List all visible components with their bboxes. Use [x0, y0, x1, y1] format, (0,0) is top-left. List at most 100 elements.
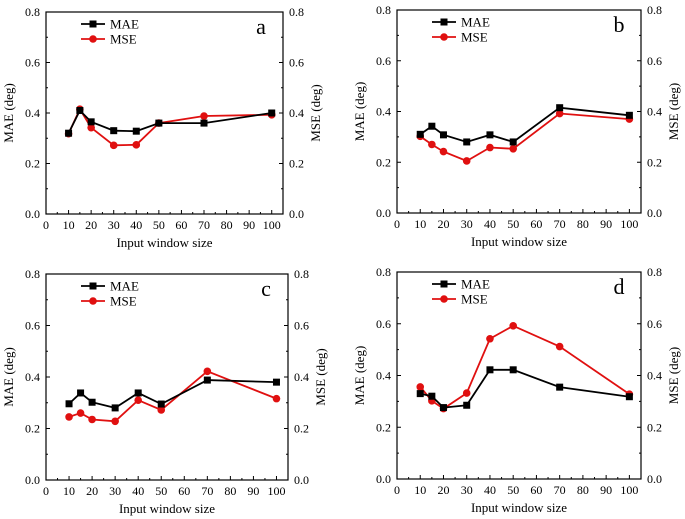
legend-label: MSE — [110, 294, 137, 309]
chart-panel-d: 0 10 20 30 40 50 60 70 80 90 100 0.0 0.0 0.2 0.2 0.4 0.4… — [352, 265, 681, 515]
data-point-mae — [155, 119, 163, 127]
data-point-mse — [76, 409, 85, 417]
series-line-mae — [419, 106, 630, 143]
data-point-mae — [439, 131, 447, 139]
y-tick-label-left: 0.2 — [376, 420, 391, 434]
y-tick-label-right: 0.8 — [294, 267, 309, 281]
x-tick-label: 40 — [484, 217, 496, 231]
x-tick-label: 100 — [620, 217, 638, 231]
legend-entry-mse: MSE — [432, 30, 488, 45]
legend-marker — [440, 280, 448, 288]
panel-letter: d — [614, 274, 625, 299]
x-tick-label: 10 — [414, 217, 426, 231]
x-tick-label: 10 — [63, 218, 75, 232]
y-tick-label-right: 0.0 — [647, 472, 662, 486]
plot-frame — [396, 271, 642, 480]
x-tick-label: 80 — [577, 217, 589, 231]
x-tick-label: 70 — [198, 218, 210, 232]
x-tick-label: 90 — [243, 218, 255, 232]
legend-entry-mae: MAE — [432, 15, 490, 30]
data-point-mae — [77, 389, 85, 397]
y-tick-label-left: 0.6 — [376, 54, 391, 68]
x-axis-title: Input window size — [116, 235, 212, 250]
data-point-mae — [65, 129, 73, 137]
y-tick-label-left: 0.2 — [25, 422, 40, 436]
x-tick-label: 20 — [437, 483, 449, 497]
x-axis-title: Input window size — [471, 500, 567, 515]
data-point-mae — [111, 404, 119, 412]
series-line-mse — [419, 324, 630, 410]
y-tick-label-right: 0.2 — [647, 420, 662, 434]
y-tick-label-left: 0.4 — [376, 369, 391, 383]
y-tick-label-left: 0.8 — [376, 3, 391, 17]
data-point-mse — [134, 396, 142, 404]
data-point-mse — [88, 415, 96, 424]
x-tick-label: 30 — [461, 483, 473, 497]
data-point-mse — [87, 123, 95, 132]
x-tick-label: 30 — [461, 217, 473, 231]
y-tick-label-right: 0.0 — [294, 473, 309, 487]
x-tick-label: 60 — [178, 484, 190, 498]
data-point-mae — [463, 138, 471, 146]
x-tick-label: 20 — [86, 484, 98, 498]
data-point-mae — [87, 118, 95, 126]
data-point-mse — [462, 389, 471, 397]
legend-marker — [89, 35, 97, 43]
y-tick-label-left: 0.0 — [25, 207, 40, 221]
legend-label: MSE — [461, 30, 488, 45]
x-tick-label: 60 — [530, 217, 542, 231]
data-point-mae — [486, 366, 494, 374]
y-tick-label-right: 0.4 — [647, 105, 662, 119]
x-tick-label: 10 — [414, 483, 426, 497]
x-tick-label: 20 — [437, 217, 449, 231]
x-tick-label: 50 — [507, 483, 519, 497]
legend-label: MSE — [461, 292, 488, 307]
y-axis-title-left: MAE (deg) — [1, 347, 16, 407]
x-tick-label: 0 — [43, 218, 49, 232]
panel-letter: b — [614, 12, 625, 37]
y-tick-label-right: 0.6 — [647, 54, 662, 68]
y-tick-label-right: 0.2 — [294, 422, 309, 436]
y-tick-label-right: 0.4 — [647, 369, 662, 383]
data-point-mae — [65, 400, 73, 408]
y-tick-label-left: 0.2 — [376, 155, 391, 169]
chart-panel-a: 0 10 20 30 40 50 60 70 80 90 100 0.0 0.0 0.2 0.2 0.4 0.4… — [1, 5, 323, 250]
y-tick-label-right: 0.8 — [647, 3, 662, 17]
x-tick-label: 20 — [85, 218, 97, 232]
data-point-mse — [157, 406, 166, 414]
data-point-mse — [509, 322, 517, 330]
data-point-mae — [203, 376, 211, 384]
data-point-mse — [109, 141, 118, 150]
plot-frame — [396, 9, 642, 214]
y-tick-label-right: 0.2 — [647, 155, 662, 169]
x-tick-label: 90 — [247, 484, 259, 498]
y-tick-label-left: 0.6 — [25, 56, 40, 70]
legend-label: MSE — [110, 32, 137, 47]
y-tick-label-left: 0.2 — [25, 157, 40, 171]
legend-marker — [89, 297, 97, 305]
y-tick-label-left: 0.8 — [25, 5, 40, 19]
data-point-mae — [416, 390, 424, 398]
y-tick-label-right: 0.8 — [647, 265, 662, 279]
legend-marker — [89, 20, 97, 28]
data-point-mae — [200, 119, 208, 127]
data-point-mae — [110, 127, 118, 135]
legend-entry-mse: MSE — [81, 294, 137, 309]
data-point-mae — [416, 130, 424, 138]
series-line-mae — [68, 379, 277, 409]
y-tick-label-left: 0.8 — [376, 265, 391, 279]
y-tick-label-left: 0.0 — [376, 206, 391, 220]
y-tick-label-right: 0.4 — [289, 106, 304, 120]
y-tick-label-right: 0.0 — [647, 206, 662, 220]
y-axis-title-right: MSE (deg) — [666, 347, 681, 404]
legend-label: MAE — [110, 279, 139, 294]
data-point-mse — [439, 147, 448, 156]
data-point-mse — [200, 112, 208, 120]
y-axis-title-right: MSE (deg) — [666, 83, 681, 140]
series-line-mse — [67, 107, 272, 147]
data-point-mse — [272, 394, 281, 403]
plot-frame — [45, 273, 289, 481]
y-tick-label-left: 0.4 — [25, 106, 40, 120]
y-tick-label-left: 0.0 — [376, 472, 391, 486]
chart-panel-c: 0 10 20 30 40 50 60 70 80 90 100 0.0 0.0 0.2 0.2 0.4 0.4… — [1, 267, 328, 516]
